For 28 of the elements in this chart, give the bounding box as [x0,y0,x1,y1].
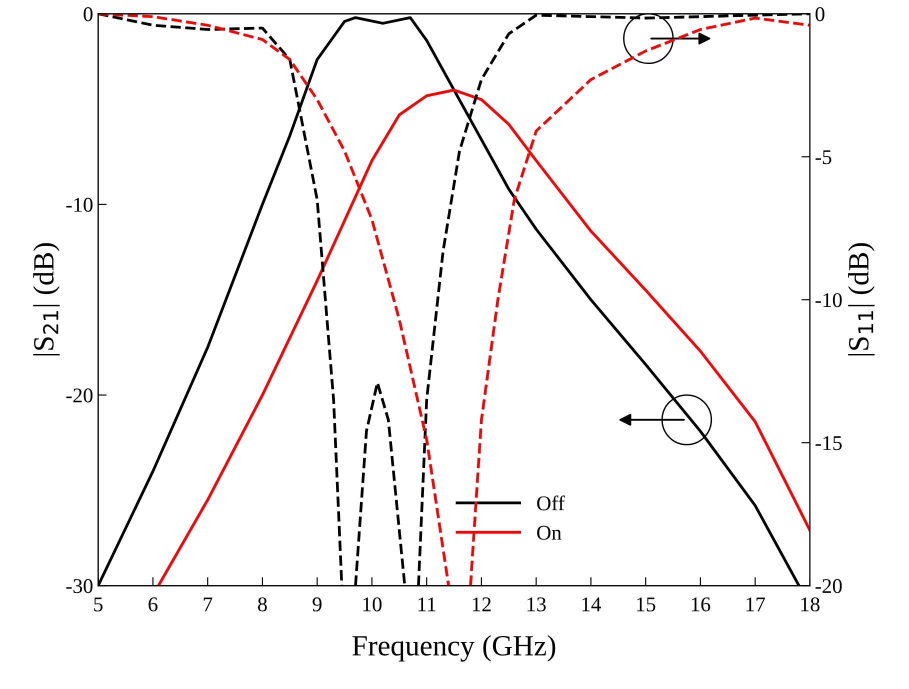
x-tick-label: 17 [746,597,765,612]
y-tick-label: -20 [66,388,93,402]
legend-label: On [537,526,562,540]
x-tick-label: 14 [582,597,602,612]
y2-tick-label: 0 [816,7,824,22]
legend-label: Off [537,495,565,510]
x-tick-label: 9 [312,597,322,612]
y-tick-label: -10 [66,198,93,212]
y2-tick-label: -10 [816,293,842,308]
x-tick-label: 7 [204,598,212,612]
x-tick-label: 15 [637,597,656,612]
y-tick-label: -30 [66,579,93,594]
x-tick-label: 12 [472,597,491,612]
y2-tick-label: -20 [816,579,842,594]
y2-tick-label: -5 [816,150,832,164]
x-tick-label: 6 [148,597,158,612]
y-axis-title: |S$_{21}$| (dB) [33,243,60,356]
x-tick-label: 10 [363,597,382,612]
x-tick-label: 18 [801,597,820,612]
y-tick-label: 0 [84,7,93,22]
x-tick-label: 11 [418,597,436,612]
x-tick-label: 8 [258,597,267,612]
y2-tick-label: -15 [816,436,842,450]
x-tick-label: 16 [692,597,710,612]
y2-axis-title: |S$_{11}$| (dB) [848,243,875,356]
x-axis-title: Frequency (GHz) [352,635,556,662]
x-tick-label: 13 [528,597,546,612]
x-tick-label: 5 [94,598,103,612]
